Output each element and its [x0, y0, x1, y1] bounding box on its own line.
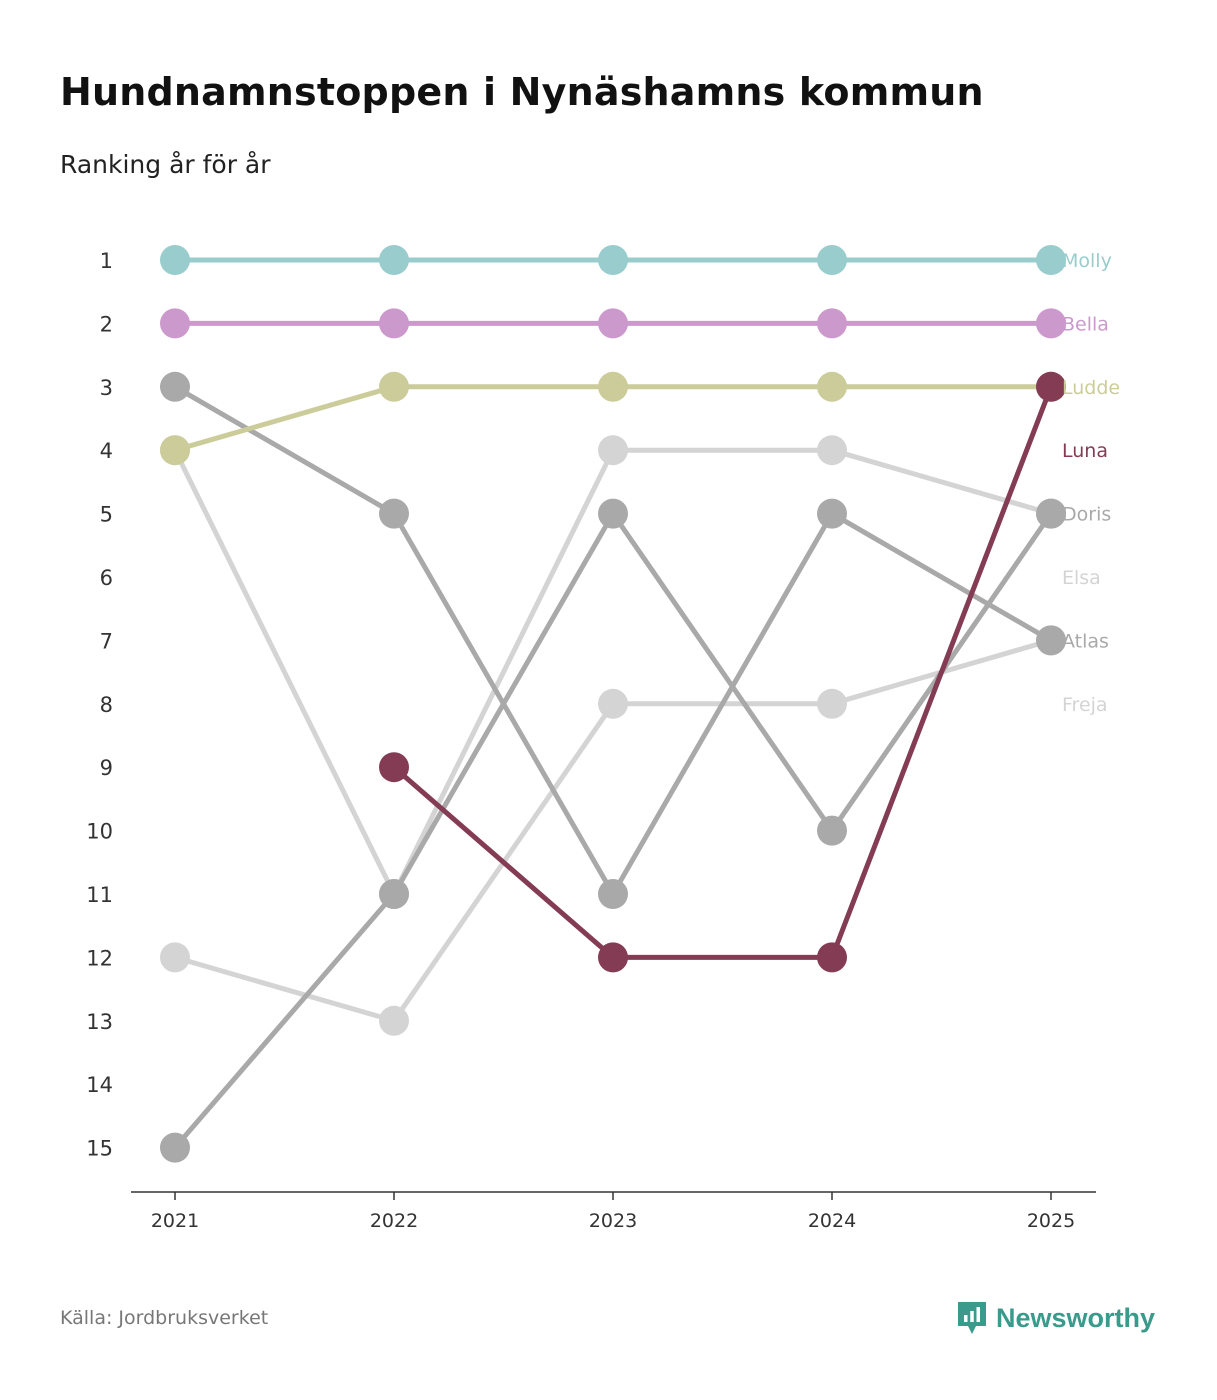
- source-note: Källa: Jordbruksverket: [60, 1307, 269, 1329]
- y-tick-label: 15: [86, 1137, 113, 1161]
- series-line-segment: [829, 447, 1054, 517]
- y-tick-label: 3: [100, 376, 113, 400]
- data-point[interactable]: [817, 815, 847, 846]
- data-point[interactable]: [817, 435, 847, 466]
- data-point[interactable]: [379, 308, 409, 339]
- series-line-segment: [172, 891, 397, 1151]
- end-label-bella: Bella: [1062, 313, 1109, 335]
- end-labels: Molly Bella Ludde Luna Doris Elsa Atlas Freja: [1062, 250, 1120, 716]
- end-label-freja: Freja: [1062, 694, 1108, 716]
- series-line-segment: [829, 384, 1054, 960]
- data-point[interactable]: [598, 498, 628, 529]
- series-line-segment: [172, 384, 397, 453]
- end-label-doris: Doris: [1062, 504, 1111, 526]
- data-point[interactable]: [817, 942, 847, 973]
- data-point[interactable]: [160, 308, 190, 339]
- x-tick-label: 2021: [151, 1210, 199, 1232]
- series-line-segment: [172, 447, 397, 897]
- brand-name: Newsworthy: [995, 1302, 1155, 1333]
- data-point[interactable]: [160, 371, 190, 402]
- series-bella: [160, 308, 1066, 339]
- series-doris: [160, 498, 1066, 1163]
- data-point[interactable]: [1036, 498, 1066, 529]
- data-point[interactable]: [1036, 245, 1066, 275]
- y-tick-label: 9: [100, 756, 113, 780]
- data-point[interactable]: [598, 308, 628, 339]
- data-point[interactable]: [598, 688, 628, 719]
- data-point[interactable]: [160, 435, 190, 466]
- y-tick-label: 8: [100, 693, 113, 717]
- brand-logo[interactable]: Newsworthy: [956, 1300, 1155, 1336]
- series-line-segment: [172, 384, 397, 517]
- data-point[interactable]: [598, 245, 628, 275]
- x-tick-label: 2025: [1027, 1210, 1075, 1232]
- x-tick-label: 2023: [589, 1210, 637, 1232]
- data-point[interactable]: [817, 498, 847, 529]
- data-point[interactable]: [1036, 625, 1066, 656]
- y-tick-label: 11: [86, 883, 113, 907]
- y-tick-label: 7: [100, 629, 113, 653]
- y-tick-label: 10: [86, 820, 113, 844]
- end-label-ludde: Ludde: [1062, 377, 1120, 399]
- data-point[interactable]: [379, 245, 409, 275]
- data-point[interactable]: [1036, 371, 1066, 402]
- y-tick-label: 14: [86, 1073, 113, 1097]
- data-point[interactable]: [160, 245, 190, 275]
- data-point[interactable]: [817, 371, 847, 402]
- end-label-luna: Luna: [1062, 440, 1108, 462]
- x-tick-label: 2024: [808, 1210, 856, 1232]
- y-tick-label: 5: [100, 503, 113, 527]
- data-point[interactable]: [817, 688, 847, 719]
- y-tick-label: 6: [100, 566, 113, 590]
- end-label-molly: Molly: [1062, 250, 1112, 272]
- bar-chart-speech-bubble-icon: [957, 1302, 986, 1334]
- series-line-segment: [610, 511, 835, 834]
- series-luna: [379, 371, 1066, 973]
- data-point[interactable]: [160, 1132, 190, 1163]
- chart-subtitle: Ranking år för år: [60, 150, 271, 179]
- series-line-segment: [610, 511, 835, 897]
- end-label-atlas: Atlas: [1062, 630, 1109, 652]
- y-tick-label: 1: [100, 249, 113, 273]
- data-point[interactable]: [817, 245, 847, 275]
- end-label-elsa: Elsa: [1062, 567, 1101, 589]
- data-point[interactable]: [598, 435, 628, 466]
- data-point[interactable]: [598, 371, 628, 402]
- data-point[interactable]: [598, 879, 628, 909]
- y-tick-label: 12: [86, 946, 113, 970]
- series-line-segment: [391, 511, 616, 897]
- data-point[interactable]: [379, 371, 409, 402]
- data-point[interactable]: [598, 942, 628, 973]
- data-point[interactable]: [379, 879, 409, 909]
- y-tick-label: 13: [86, 1010, 113, 1034]
- data-point[interactable]: [817, 308, 847, 339]
- y-tick-label: 2: [100, 312, 113, 336]
- series-line-segment: [829, 511, 1054, 643]
- series-line-segment: [391, 764, 616, 960]
- chart-title: Hundnamnstoppen i Nynäshamns kommun: [60, 70, 984, 114]
- data-point[interactable]: [379, 498, 409, 529]
- data-point[interactable]: [1036, 308, 1066, 339]
- series-molly: [160, 245, 1066, 275]
- series-line-segment: [172, 954, 397, 1024]
- data-point[interactable]: [379, 752, 409, 783]
- data-point[interactable]: [160, 942, 190, 973]
- series-lines: [160, 245, 1066, 1163]
- series-line-segment: [391, 447, 616, 897]
- data-point[interactable]: [379, 1005, 409, 1036]
- y-tick-label: 4: [100, 439, 113, 463]
- x-tick-label: 2022: [370, 1210, 418, 1232]
